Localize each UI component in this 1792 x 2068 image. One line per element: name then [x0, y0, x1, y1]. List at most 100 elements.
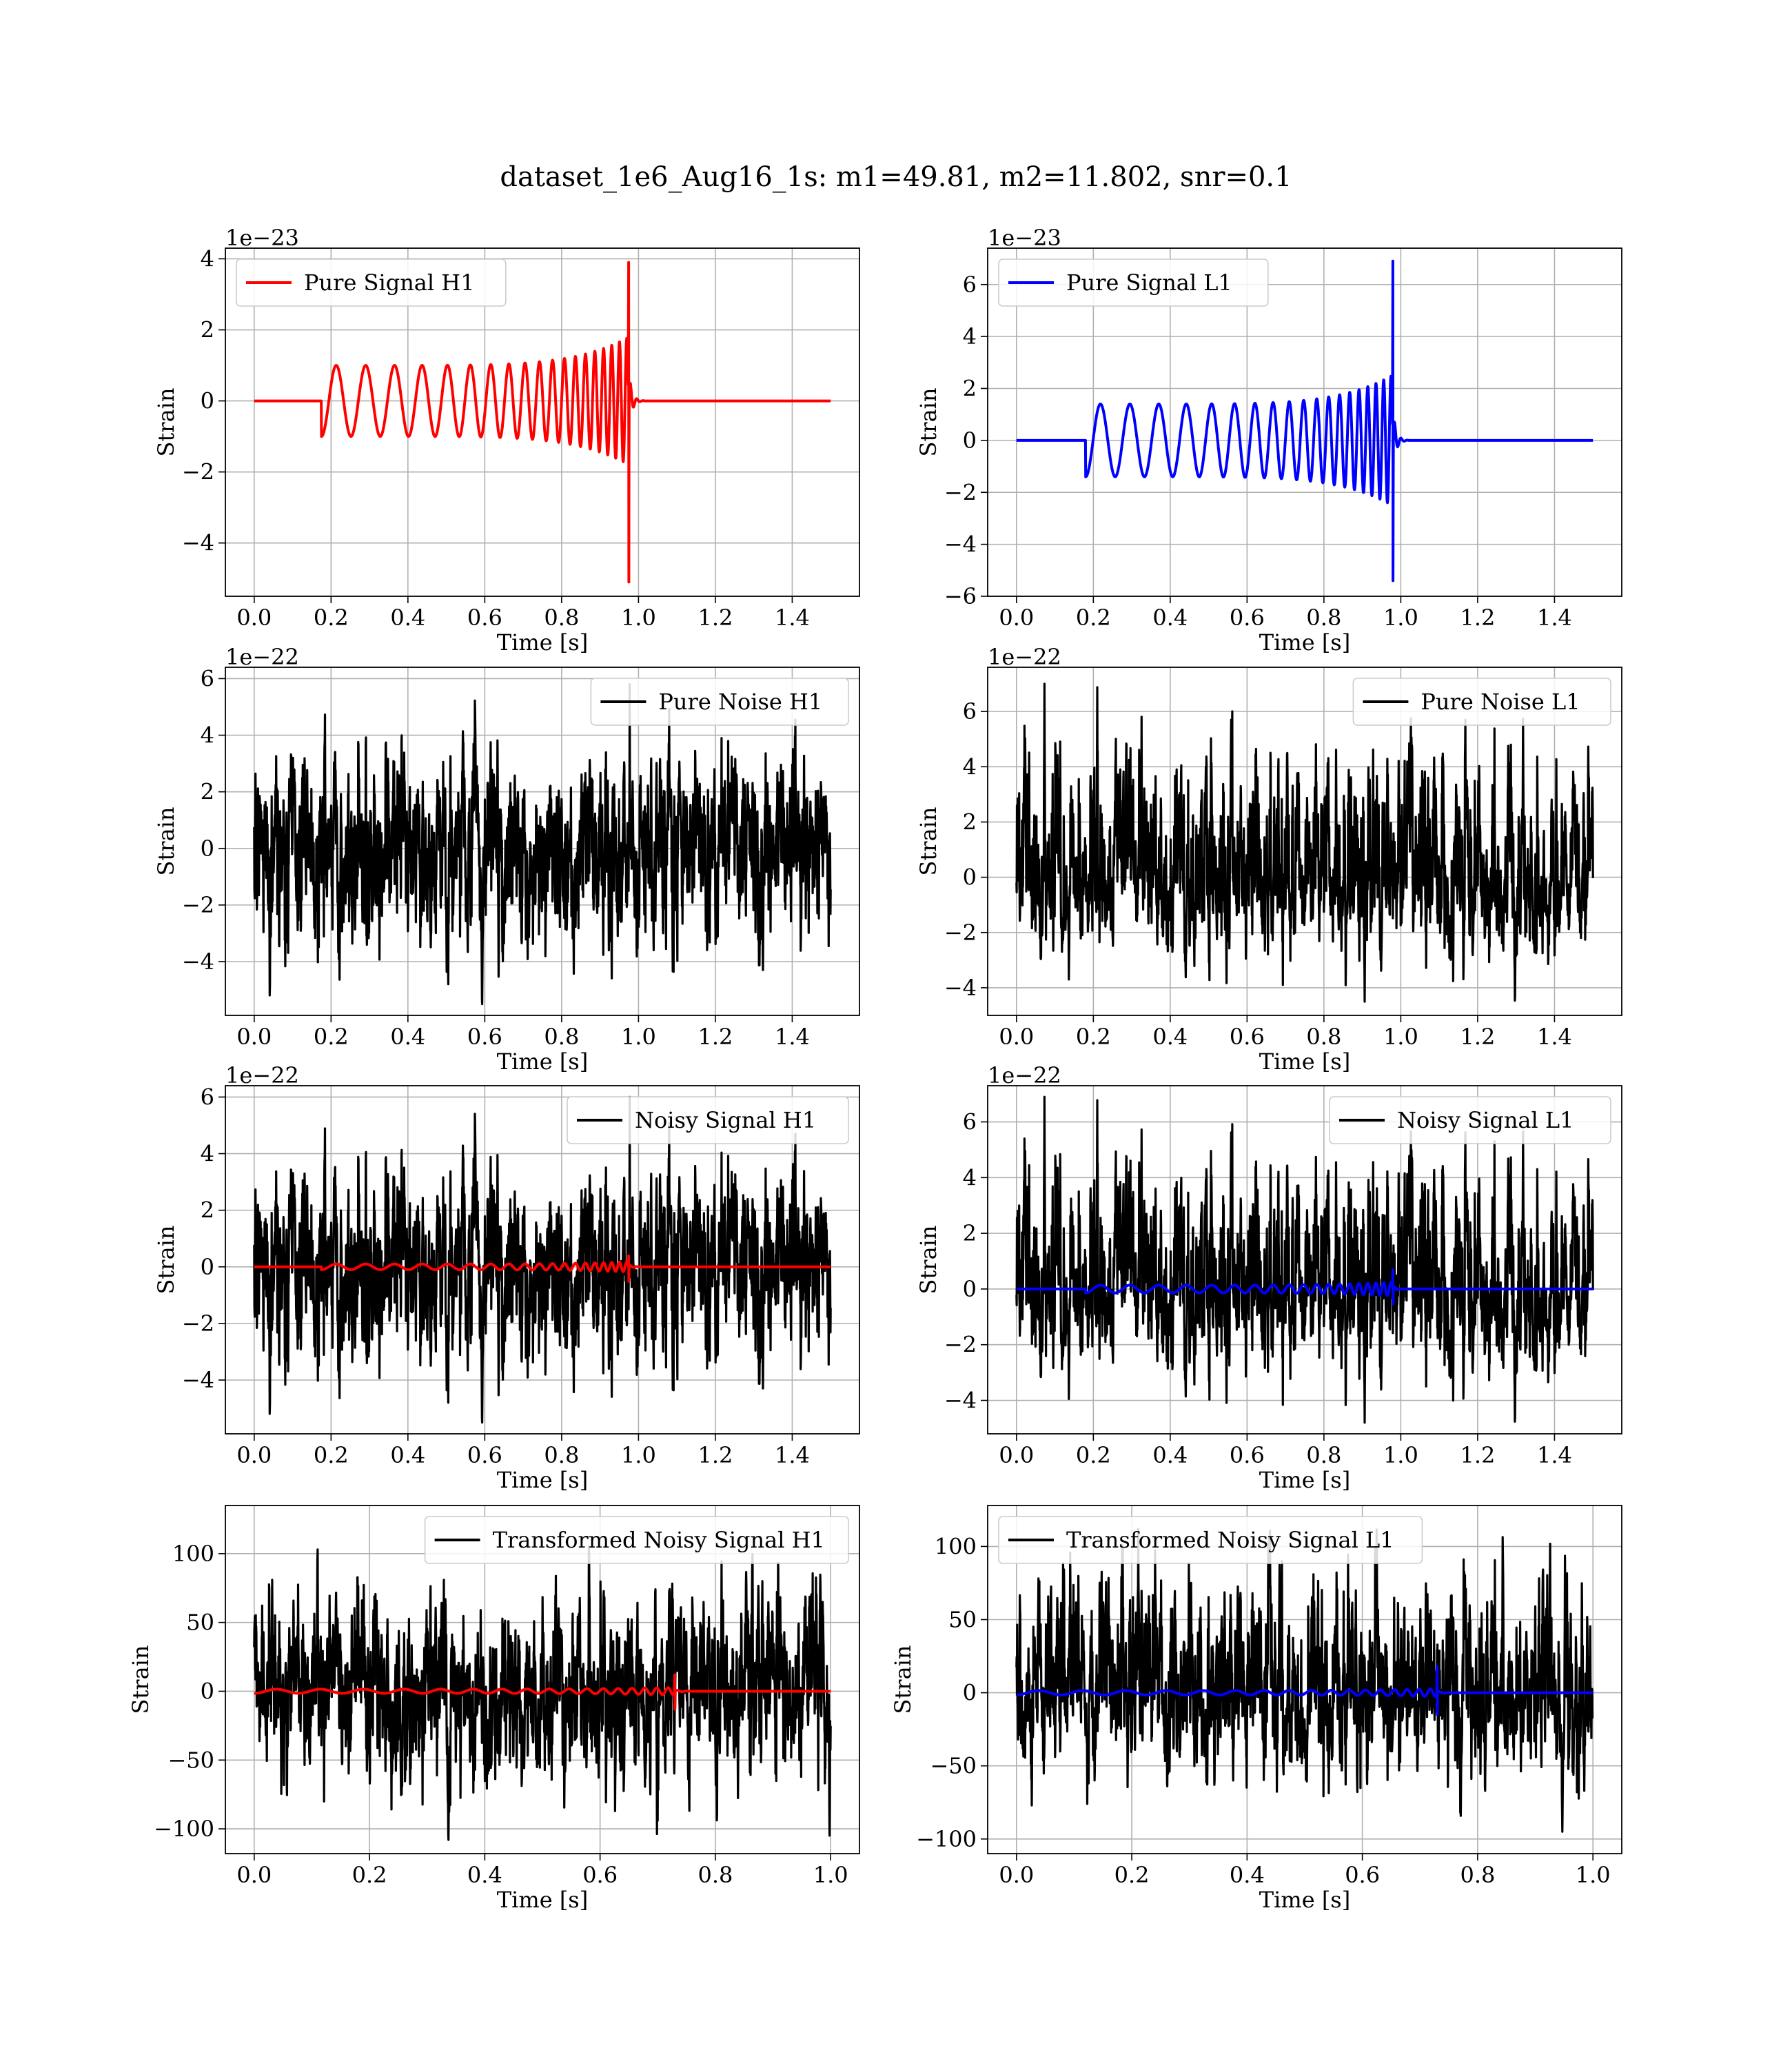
axes-frame [225, 1505, 860, 1854]
x-tick-label: 0.4 [390, 1024, 425, 1050]
series-line-transformed-noisy-signal-l1 [1015, 1528, 1594, 1833]
series-line-pure-signal-h1 [253, 261, 832, 584]
x-tick-label: 1.2 [698, 1442, 733, 1468]
legend-label: Transformed Noisy Signal L1 [1066, 1527, 1394, 1553]
axes-frame [987, 1505, 1622, 1854]
subplot-transformed-noisy-signal-h1: 0.0 0.2 0.4 0.6 0.8 1.0 −100 −50 0 50 100 Time [s] S… [128, 1505, 860, 1913]
series-line-noisy-signal-l1 [1015, 1095, 1594, 1424]
x-tick-label: 0.0 [236, 1862, 272, 1888]
x-tick-label: 0.6 [467, 1024, 502, 1050]
x-axis-label: Time [s] [1259, 629, 1350, 656]
y-tick-label: −2 [944, 1332, 977, 1358]
x-tick-label: 0.4 [390, 1442, 425, 1468]
series-line-pure-noise-l1 [1015, 682, 1594, 1003]
series-line-injected-signal [1015, 1268, 1594, 1306]
x-axis-label: Time [s] [1259, 1887, 1350, 1913]
y-tick-label: 50 [186, 1610, 214, 1636]
x-tick-label: 1.2 [698, 1024, 733, 1050]
y-offset-label: 1e−22 [225, 1062, 299, 1088]
y-tick-label: −100 [916, 1826, 977, 1852]
axes-frame [987, 667, 1622, 1016]
x-tick-label: 0.6 [582, 1862, 618, 1888]
y-tick-label: 6 [963, 272, 977, 298]
x-tick-label: 0.8 [1460, 1862, 1495, 1888]
y-tick-label: 2 [201, 1197, 214, 1224]
y-tick-label: 4 [201, 722, 214, 749]
x-tick-label: 0.6 [1230, 1024, 1265, 1050]
x-tick-label: 1.2 [1460, 605, 1495, 631]
subplot-transformed-noisy-signal-l1: 0.0 0.2 0.4 0.6 0.8 1.0 −100 −50 0 50 100 Time [s] S… [890, 1505, 1622, 1913]
y-tick-label: 0 [201, 1254, 214, 1280]
y-offset-label: 1e−22 [988, 644, 1061, 670]
plot-area [1015, 1095, 1594, 1424]
x-tick-label: 1.4 [1537, 1024, 1572, 1050]
legend: Pure Signal H1 [236, 258, 507, 307]
x-tick-label: 0.4 [1230, 1862, 1265, 1888]
y-tick-label: 50 [948, 1607, 977, 1633]
x-tick-label: 1.4 [775, 1024, 810, 1050]
x-tick-label: 1.4 [1537, 605, 1572, 631]
x-tick-label: 0.2 [1114, 1862, 1150, 1888]
y-tick-label: 4 [963, 1164, 977, 1190]
x-tick-label: 0.4 [467, 1862, 502, 1888]
plot-area [253, 1095, 832, 1424]
y-tick-label: −2 [182, 892, 214, 918]
x-tick-label: 1.4 [1537, 1442, 1572, 1468]
x-tick-label: 1.4 [775, 605, 810, 631]
x-tick-label: 0.0 [999, 605, 1034, 631]
y-tick-label: −50 [930, 1753, 977, 1779]
subplot-pure-signal-h1: 0.0 0.2 0.4 0.6 0.8 1.0 1.2 1.4 −4 −2 0 2 4 Time [s] S… [153, 225, 860, 656]
y-axis-label: Strain [915, 807, 941, 876]
series-line-noisy-signal-h1 [253, 1095, 832, 1424]
x-tick-label: 1.4 [775, 1442, 810, 1468]
legend-label: Noisy Signal H1 [635, 1107, 816, 1133]
axes-frame [225, 1085, 860, 1435]
y-tick-label: 100 [935, 1533, 977, 1559]
y-offset-label: 1e−22 [225, 644, 299, 670]
subplot-pure-noise-h1: 0.0 0.2 0.4 0.6 0.8 1.0 1.2 1.4 −4 −2 0 2 4 6 Time [s]… [153, 644, 860, 1075]
axes-frame [987, 247, 1622, 597]
y-tick-label: −4 [182, 530, 214, 556]
y-axis-label: Strain [128, 1645, 154, 1714]
legend-box [998, 258, 1269, 307]
y-tick-label: 2 [963, 809, 977, 835]
x-axis-label: Time [s] [497, 1887, 588, 1913]
x-tick-label: 1.0 [621, 1024, 656, 1050]
legend-box [998, 1516, 1423, 1564]
legend: Pure Noise H1 [590, 678, 849, 726]
y-tick-label: −50 [167, 1747, 214, 1773]
axes-frame [225, 247, 860, 597]
legend-box [590, 678, 849, 726]
y-tick-label: −4 [944, 531, 977, 558]
x-tick-label: 0.8 [1306, 605, 1341, 631]
x-tick-label: 0.2 [314, 1024, 349, 1050]
y-tick-label: 4 [963, 753, 977, 780]
legend-box [424, 1516, 849, 1564]
axes-frame [225, 667, 860, 1016]
x-tick-label: 1.0 [1383, 1024, 1418, 1050]
x-tick-label: 0.4 [1152, 1442, 1188, 1468]
legend-label: Pure Noise H1 [658, 689, 822, 715]
x-tick-label: 0.8 [544, 1024, 579, 1050]
legend-box [567, 1096, 849, 1144]
x-tick-label: 0.4 [1152, 1024, 1188, 1050]
y-tick-label: −4 [182, 949, 214, 975]
plot-area [253, 683, 832, 1006]
series-line-injected-signal [1015, 1665, 1594, 1716]
series-line-pure-noise-h1 [253, 683, 832, 1006]
x-axis-label: Time [s] [497, 1467, 588, 1493]
x-tick-label: 0.2 [314, 1442, 349, 1468]
legend: Transformed Noisy Signal L1 [998, 1516, 1423, 1564]
y-tick-label: 0 [963, 1276, 977, 1302]
x-tick-label: 0.6 [1230, 605, 1265, 631]
x-tick-label: 0.2 [352, 1862, 387, 1888]
x-tick-label: 0.6 [1230, 1442, 1265, 1468]
x-tick-label: 1.2 [1460, 1442, 1495, 1468]
y-axis-label: Strain [890, 1645, 916, 1714]
y-tick-label: 2 [963, 1220, 977, 1246]
legend: Pure Signal L1 [998, 258, 1269, 307]
y-offset-label: 1e−23 [988, 225, 1061, 251]
y-tick-label: 0 [201, 388, 214, 414]
y-offset-label: 1e−23 [225, 225, 299, 251]
y-tick-label: −2 [182, 459, 214, 485]
